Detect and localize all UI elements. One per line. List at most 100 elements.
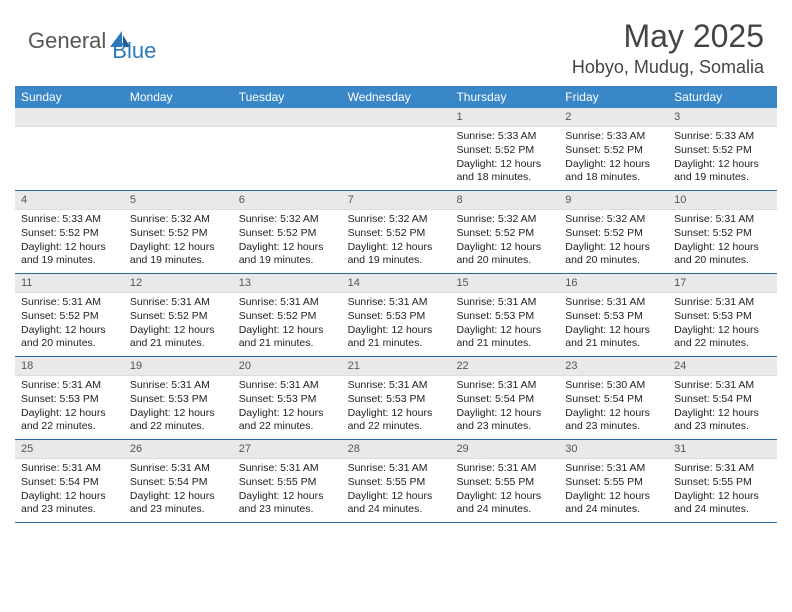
weekday-header: Thursday: [450, 86, 559, 108]
day-cell: 27Sunrise: 5:31 AMSunset: 5:55 PMDayligh…: [233, 440, 342, 522]
daylight-text: Daylight: 12 hours and 24 minutes.: [456, 490, 553, 517]
daylight-text: Daylight: 12 hours and 22 minutes.: [348, 407, 445, 434]
location-label: Hobyo, Mudug, Somalia: [572, 57, 764, 78]
day-info: Sunrise: 5:31 AMSunset: 5:52 PMDaylight:…: [15, 293, 124, 355]
sunset-text: Sunset: 5:53 PM: [348, 393, 445, 407]
day-cell: [342, 108, 451, 190]
day-number: 13: [233, 274, 342, 293]
day-cell: 12Sunrise: 5:31 AMSunset: 5:52 PMDayligh…: [124, 274, 233, 356]
sunrise-text: Sunrise: 5:31 AM: [456, 379, 553, 393]
day-info: Sunrise: 5:31 AMSunset: 5:54 PMDaylight:…: [668, 376, 777, 438]
daylight-text: Daylight: 12 hours and 24 minutes.: [674, 490, 771, 517]
sunset-text: Sunset: 5:52 PM: [456, 144, 553, 158]
day-number: 21: [342, 357, 451, 376]
sunset-text: Sunset: 5:53 PM: [456, 310, 553, 324]
day-number: 31: [668, 440, 777, 459]
daylight-text: Daylight: 12 hours and 24 minutes.: [565, 490, 662, 517]
sunset-text: Sunset: 5:55 PM: [456, 476, 553, 490]
week-row: 4Sunrise: 5:33 AMSunset: 5:52 PMDaylight…: [15, 191, 777, 274]
sunrise-text: Sunrise: 5:32 AM: [565, 213, 662, 227]
daylight-text: Daylight: 12 hours and 19 minutes.: [21, 241, 118, 268]
day-info: [233, 127, 342, 134]
day-number: 8: [450, 191, 559, 210]
day-number: 15: [450, 274, 559, 293]
day-cell: 23Sunrise: 5:30 AMSunset: 5:54 PMDayligh…: [559, 357, 668, 439]
sunset-text: Sunset: 5:54 PM: [130, 476, 227, 490]
sunset-text: Sunset: 5:52 PM: [348, 227, 445, 241]
sunrise-text: Sunrise: 5:30 AM: [565, 379, 662, 393]
daylight-text: Daylight: 12 hours and 23 minutes.: [239, 490, 336, 517]
day-cell: 7Sunrise: 5:32 AMSunset: 5:52 PMDaylight…: [342, 191, 451, 273]
daylight-text: Daylight: 12 hours and 19 minutes.: [130, 241, 227, 268]
sunrise-text: Sunrise: 5:31 AM: [674, 296, 771, 310]
sunrise-text: Sunrise: 5:33 AM: [674, 130, 771, 144]
sunset-text: Sunset: 5:54 PM: [21, 476, 118, 490]
weeks-container: 1Sunrise: 5:33 AMSunset: 5:52 PMDaylight…: [15, 108, 777, 523]
day-cell: 1Sunrise: 5:33 AMSunset: 5:52 PMDaylight…: [450, 108, 559, 190]
weekday-header: Monday: [124, 86, 233, 108]
daylight-text: Daylight: 12 hours and 23 minutes.: [456, 407, 553, 434]
day-number: 14: [342, 274, 451, 293]
day-info: Sunrise: 5:31 AMSunset: 5:52 PMDaylight:…: [124, 293, 233, 355]
daylight-text: Daylight: 12 hours and 20 minutes.: [674, 241, 771, 268]
day-info: [124, 127, 233, 134]
day-cell: 26Sunrise: 5:31 AMSunset: 5:54 PMDayligh…: [124, 440, 233, 522]
day-info: Sunrise: 5:31 AMSunset: 5:53 PMDaylight:…: [342, 293, 451, 355]
week-row: 25Sunrise: 5:31 AMSunset: 5:54 PMDayligh…: [15, 440, 777, 523]
day-info: Sunrise: 5:31 AMSunset: 5:53 PMDaylight:…: [450, 293, 559, 355]
logo-text-blue: Blue: [112, 38, 156, 63]
day-info: Sunrise: 5:32 AMSunset: 5:52 PMDaylight:…: [450, 210, 559, 272]
sunrise-text: Sunrise: 5:32 AM: [348, 213, 445, 227]
daylight-text: Daylight: 12 hours and 20 minutes.: [456, 241, 553, 268]
month-title: May 2025: [572, 18, 764, 55]
daylight-text: Daylight: 12 hours and 21 minutes.: [565, 324, 662, 351]
sunset-text: Sunset: 5:54 PM: [456, 393, 553, 407]
daylight-text: Daylight: 12 hours and 21 minutes.: [348, 324, 445, 351]
daylight-text: Daylight: 12 hours and 18 minutes.: [456, 158, 553, 185]
day-info: Sunrise: 5:33 AMSunset: 5:52 PMDaylight:…: [559, 127, 668, 189]
week-row: 11Sunrise: 5:31 AMSunset: 5:52 PMDayligh…: [15, 274, 777, 357]
sunrise-text: Sunrise: 5:31 AM: [239, 379, 336, 393]
week-row: 1Sunrise: 5:33 AMSunset: 5:52 PMDaylight…: [15, 108, 777, 191]
sunset-text: Sunset: 5:54 PM: [565, 393, 662, 407]
day-info: [15, 127, 124, 134]
day-cell: 13Sunrise: 5:31 AMSunset: 5:52 PMDayligh…: [233, 274, 342, 356]
day-cell: 24Sunrise: 5:31 AMSunset: 5:54 PMDayligh…: [668, 357, 777, 439]
day-number: 10: [668, 191, 777, 210]
day-number: 17: [668, 274, 777, 293]
sunset-text: Sunset: 5:52 PM: [565, 144, 662, 158]
day-cell: 31Sunrise: 5:31 AMSunset: 5:55 PMDayligh…: [668, 440, 777, 522]
day-number: 27: [233, 440, 342, 459]
day-cell: 19Sunrise: 5:31 AMSunset: 5:53 PMDayligh…: [124, 357, 233, 439]
day-number: 28: [342, 440, 451, 459]
day-cell: 3Sunrise: 5:33 AMSunset: 5:52 PMDaylight…: [668, 108, 777, 190]
weekday-header: Tuesday: [233, 86, 342, 108]
day-info: Sunrise: 5:31 AMSunset: 5:52 PMDaylight:…: [233, 293, 342, 355]
calendar: Sunday Monday Tuesday Wednesday Thursday…: [15, 86, 777, 523]
day-number: 22: [450, 357, 559, 376]
sunrise-text: Sunrise: 5:31 AM: [239, 296, 336, 310]
sunset-text: Sunset: 5:52 PM: [21, 310, 118, 324]
sunset-text: Sunset: 5:55 PM: [239, 476, 336, 490]
sunrise-text: Sunrise: 5:31 AM: [21, 296, 118, 310]
day-cell: 25Sunrise: 5:31 AMSunset: 5:54 PMDayligh…: [15, 440, 124, 522]
sunset-text: Sunset: 5:52 PM: [130, 227, 227, 241]
day-number: 4: [15, 191, 124, 210]
day-cell: 28Sunrise: 5:31 AMSunset: 5:55 PMDayligh…: [342, 440, 451, 522]
day-number: 7: [342, 191, 451, 210]
daylight-text: Daylight: 12 hours and 23 minutes.: [674, 407, 771, 434]
day-number: [15, 108, 124, 127]
header: General Blue May 2025 Hobyo, Mudug, Soma…: [0, 0, 792, 86]
sunset-text: Sunset: 5:53 PM: [348, 310, 445, 324]
weekday-header: Saturday: [668, 86, 777, 108]
sunrise-text: Sunrise: 5:33 AM: [565, 130, 662, 144]
sunset-text: Sunset: 5:55 PM: [674, 476, 771, 490]
day-info: Sunrise: 5:33 AMSunset: 5:52 PMDaylight:…: [450, 127, 559, 189]
day-number: 11: [15, 274, 124, 293]
day-number: 20: [233, 357, 342, 376]
day-number: [342, 108, 451, 127]
sunrise-text: Sunrise: 5:33 AM: [21, 213, 118, 227]
day-number: 25: [15, 440, 124, 459]
day-info: Sunrise: 5:31 AMSunset: 5:54 PMDaylight:…: [124, 459, 233, 521]
day-number: 24: [668, 357, 777, 376]
